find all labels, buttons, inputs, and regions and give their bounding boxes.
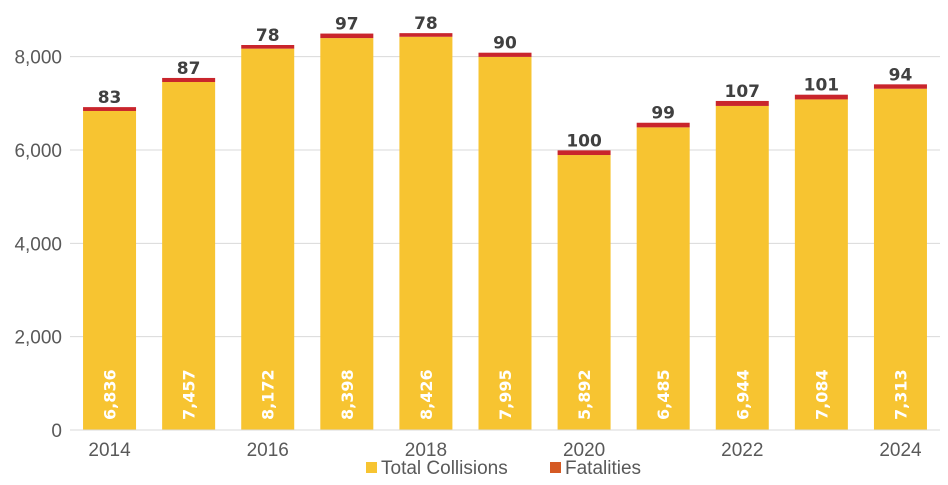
data-labels: 6,836 83 7,457 87 8,172 78 8,398 97 8,426 78 7,995… [98, 14, 913, 420]
x-tick-label: 2016 [247, 440, 289, 461]
data-label-total-collisions: 5,892 [575, 369, 594, 420]
data-label-total-collisions: 6,944 [733, 369, 752, 420]
x-tick-label: 2018 [405, 440, 447, 461]
x-tick-label: 2014 [88, 440, 131, 461]
data-label-total-collisions: 7,313 [891, 369, 910, 420]
bar-fatalities [478, 52, 532, 57]
data-label-fatalities: 99 [651, 104, 675, 124]
data-label-total-collisions: 7,995 [496, 369, 515, 420]
y-tick-label: 4,000 [14, 234, 62, 255]
bar-total-collisions [83, 110, 137, 430]
data-label-fatalities: 94 [889, 65, 913, 85]
data-label-fatalities: 78 [256, 26, 280, 46]
data-label-fatalities: 101 [804, 76, 840, 96]
data-label-fatalities: 78 [414, 14, 438, 34]
data-label-fatalities: 90 [493, 34, 517, 54]
data-label-total-collisions: 8,426 [417, 369, 436, 420]
legend: Total Collisions Fatalities [366, 458, 641, 479]
bar-fatalities [83, 107, 137, 111]
bar-total-collisions [873, 88, 927, 430]
bar-fatalities [557, 150, 611, 156]
bar-fatalities [162, 77, 216, 83]
x-tick-label: 2024 [879, 440, 922, 461]
bar-fatalities [241, 45, 295, 49]
bar-fatalities [399, 33, 453, 37]
bar-total-collisions [162, 82, 216, 431]
data-label-total-collisions: 8,398 [338, 369, 357, 420]
data-label-total-collisions: 7,457 [180, 369, 199, 420]
data-label-total-collisions: 6,485 [654, 369, 673, 420]
legend-swatch-fatalities [550, 462, 561, 473]
data-label-fatalities: 87 [177, 59, 201, 79]
x-tick-label: 2020 [563, 440, 605, 461]
bar-fatalities [794, 94, 848, 100]
bar-fatalities [320, 33, 374, 39]
legend-swatch-total-collisions [366, 462, 377, 473]
bar-total-collisions [715, 105, 769, 431]
data-label-total-collisions: 7,084 [812, 369, 831, 420]
legend-label-fatalities: Fatalities [565, 458, 641, 479]
y-tick-label: 8,000 [14, 48, 62, 69]
y-tick-label: 0 [51, 421, 62, 442]
axes: 0 2,000 4,000 6,000 8,000 2014 2016 2018 2020 202… [14, 48, 940, 461]
bar-fatalities [636, 122, 690, 128]
x-tick-label: 2022 [721, 440, 763, 461]
data-label-fatalities: 83 [98, 88, 122, 108]
data-label-fatalities: 107 [725, 82, 761, 102]
bar-total-collisions [320, 38, 374, 431]
bars [83, 33, 927, 431]
bar-total-collisions [478, 56, 532, 431]
data-label-total-collisions: 8,172 [259, 369, 278, 420]
legend-label-total-collisions: Total Collisions [381, 458, 508, 479]
bar-total-collisions [636, 127, 690, 430]
bar-total-collisions [399, 36, 453, 430]
bar-total-collisions [557, 155, 611, 431]
data-label-fatalities: 97 [335, 15, 359, 35]
data-label-total-collisions: 6,836 [101, 369, 120, 420]
bar-total-collisions [794, 99, 848, 430]
y-tick-label: 6,000 [14, 141, 62, 162]
y-tick-label: 2,000 [14, 328, 62, 349]
bar-total-collisions [241, 48, 295, 430]
data-label-fatalities: 100 [566, 131, 602, 151]
bar-fatalities [715, 100, 769, 106]
bar-fatalities [873, 84, 927, 89]
